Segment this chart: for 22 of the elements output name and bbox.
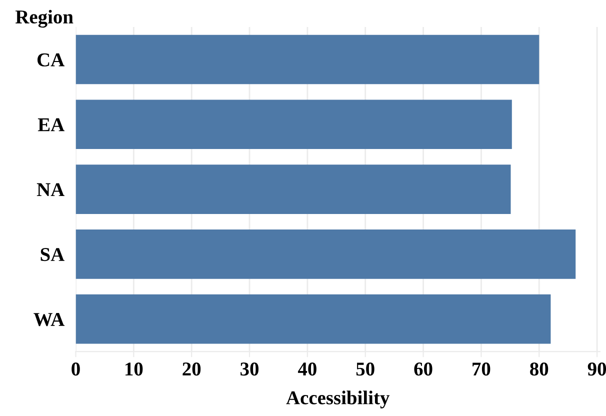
x-tick-label: 80 [530, 362, 548, 376]
bar [76, 164, 511, 214]
x-tick-label: 90 [588, 362, 606, 376]
y-tick-label: WA [34, 312, 64, 326]
bar [76, 230, 576, 279]
x-tick-label: 70 [472, 362, 490, 376]
bar [76, 100, 512, 150]
y-tick-label: EA [38, 118, 64, 132]
x-tick-label: 20 [182, 362, 201, 376]
x-tick-label: 50 [356, 362, 374, 376]
y-tick-label: CA [38, 53, 64, 66]
bar [76, 294, 551, 344]
bar [76, 34, 540, 84]
x-tick-label: 40 [298, 362, 316, 376]
y-axis-title: Region [15, 10, 74, 28]
y-tick-label: NA [36, 183, 64, 196]
x-tick-label: 30 [240, 362, 258, 376]
y-tick-label: SA [40, 248, 64, 262]
x-tick-label: 60 [414, 362, 432, 376]
x-tick-label: 0 [72, 362, 80, 376]
x-tick-label: 10 [126, 362, 143, 376]
x-axis-title: Accessibility [286, 390, 390, 408]
